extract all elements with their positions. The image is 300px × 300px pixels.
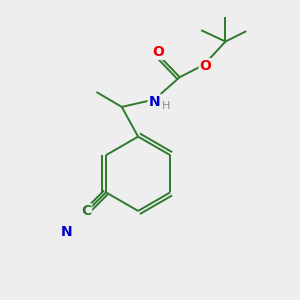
Text: N: N [148,95,160,109]
Text: O: O [152,45,164,59]
Text: N: N [61,225,73,238]
Text: C: C [81,204,91,218]
Text: H: H [162,101,170,111]
Text: O: O [200,59,211,73]
